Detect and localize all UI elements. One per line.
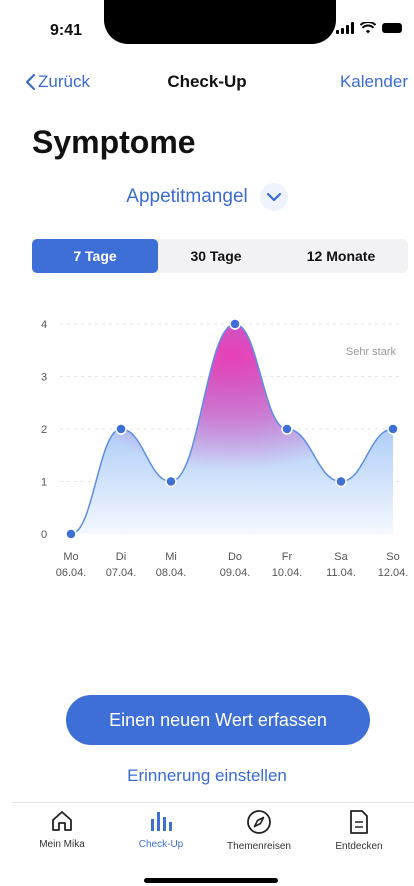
x-date-label: 11.04.	[326, 567, 356, 579]
tab-label: Entdecken	[335, 841, 383, 852]
segment-12-monate[interactable]: 12 Monate	[306, 248, 376, 264]
data-point	[387, 423, 399, 435]
y-tick-label: 4	[41, 319, 47, 331]
symptom-chart: 0 1 2 3 4 Sehr stark Mo 06.04. Di 07.04. Mi 08.04…	[41, 318, 409, 579]
tab-bar: Mein Mika Check-Up Themenreisen Entdecke…	[12, 802, 414, 865]
data-point	[229, 318, 241, 330]
tab-themenreisen[interactable]: Themenreisen	[214, 809, 304, 852]
time-range-segmented-control: 7 Tage 30 Tage 12 Monate	[32, 239, 408, 273]
chevron-down-icon	[259, 183, 288, 211]
tab-mein-mika[interactable]: Mein Mika	[17, 809, 107, 850]
document-icon	[350, 810, 368, 834]
data-point	[65, 528, 77, 540]
y-tick-label: 3	[41, 372, 47, 384]
x-day-label: Di	[116, 551, 126, 563]
back-button[interactable]: Zurück	[24, 72, 90, 92]
x-day-label: Do	[228, 551, 242, 563]
tab-label: Mein Mika	[39, 839, 85, 850]
y-tick-label: 0	[41, 529, 47, 541]
data-point	[281, 423, 293, 435]
compass-icon	[247, 810, 271, 834]
tab-label: Check-Up	[138, 839, 184, 850]
home-icon	[52, 811, 72, 831]
x-date-label: 12.04.	[378, 567, 409, 579]
home-indicator	[144, 878, 278, 883]
signal-icon	[336, 22, 354, 34]
status-icons	[336, 22, 402, 34]
wifi-icon	[360, 22, 376, 34]
battery-icon	[382, 23, 402, 33]
set-reminder-link[interactable]: Erinnerung einstellen	[127, 766, 287, 785]
x-day-label: Mo	[63, 551, 78, 563]
tab-entdecken[interactable]: Entdecken	[314, 809, 404, 852]
page-title: Symptome	[32, 124, 196, 160]
segment-7-tage[interactable]: 7 Tage	[32, 239, 158, 273]
x-date-label: 07.04.	[106, 567, 137, 579]
x-day-label: Fr	[282, 551, 293, 563]
data-point	[335, 475, 347, 488]
bar-chart-icon	[151, 812, 172, 831]
tab-label: Themenreisen	[227, 841, 291, 852]
calendar-button[interactable]: Kalender	[339, 72, 408, 91]
back-label: Zurück	[38, 72, 90, 91]
x-day-label: Mi	[165, 551, 177, 563]
device-notch	[104, 0, 336, 44]
x-date-label: 09.04.	[220, 567, 251, 579]
x-day-label: So	[386, 551, 399, 563]
symptom-selected-label: Appetitmangel	[126, 186, 248, 207]
segment-30-tage[interactable]: 30 Tage	[190, 248, 242, 264]
status-time: 9:41	[50, 22, 83, 39]
tab-check-up[interactable]: Check-Up	[116, 809, 206, 850]
symptom-selector[interactable]: Appetitmangel	[0, 183, 414, 211]
x-day-label: Sa	[334, 551, 348, 563]
chart-peak-highlight	[71, 324, 393, 534]
x-date-label: 10.04.	[272, 567, 303, 579]
x-date-label: 06.04.	[56, 567, 87, 579]
data-point	[115, 423, 127, 435]
y-tick-label: 1	[41, 477, 47, 489]
data-point	[165, 475, 177, 488]
chart-annotation: Sehr stark	[346, 346, 397, 358]
x-date-label: 08.04.	[156, 567, 187, 579]
add-value-button[interactable]: Einen neuen Wert erfassen	[66, 695, 370, 745]
y-tick-label: 2	[41, 424, 47, 436]
chevron-left-icon	[25, 73, 36, 91]
